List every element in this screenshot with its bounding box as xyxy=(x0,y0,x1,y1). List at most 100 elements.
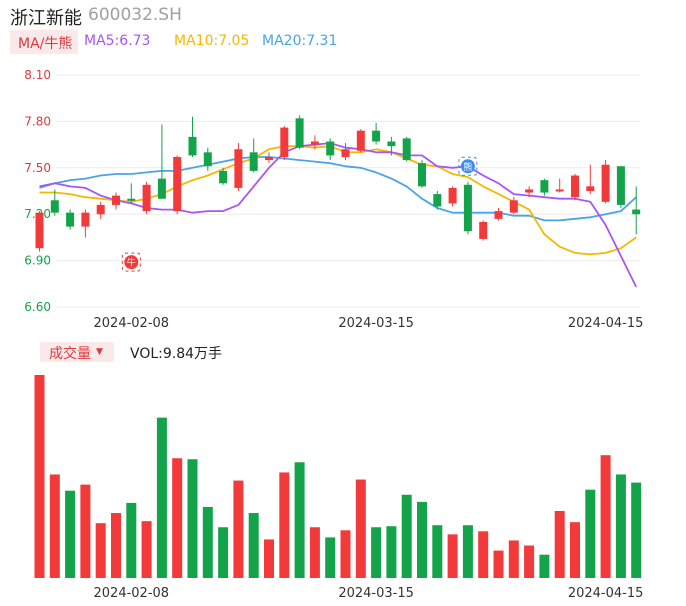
candle-body xyxy=(586,186,595,191)
volume-bar xyxy=(325,537,336,578)
volume-bar xyxy=(218,527,229,578)
volume-bar xyxy=(248,513,259,578)
volume-bar xyxy=(462,525,473,578)
x-tick-label: 2024-03-15 xyxy=(338,586,414,601)
ma5-legend: MA5:6.73 xyxy=(84,33,151,49)
candle-body xyxy=(127,198,136,201)
volume-x-axis: 2024-02-08 2024-03-15 2024-04-15 xyxy=(94,586,644,601)
candle-body xyxy=(234,149,243,188)
candle-body xyxy=(280,127,289,157)
candle-body xyxy=(157,178,166,199)
volume-bar xyxy=(202,506,213,578)
y-tick-label: 7.50 xyxy=(24,161,51,175)
candle-body xyxy=(249,152,258,171)
volume-bar xyxy=(478,531,489,578)
candle-body xyxy=(50,200,59,213)
candle-body xyxy=(632,209,641,215)
volume-bar xyxy=(539,554,550,578)
y-tick-label: 6.60 xyxy=(24,300,51,314)
volume-bar xyxy=(95,523,106,578)
volume-bar xyxy=(156,417,167,578)
ma20-line xyxy=(39,156,637,222)
marker-frame xyxy=(458,156,478,176)
candle-body xyxy=(356,130,365,151)
dropdown-arrow-icon: ▼ xyxy=(96,347,103,357)
price-grid xyxy=(56,74,640,308)
volume-bar xyxy=(417,501,427,578)
volume-bar xyxy=(585,489,596,578)
volume-bar xyxy=(493,550,504,578)
x-tick-label: 2024-04-15 xyxy=(568,316,644,331)
volume-readout: VOL:9.84万手 xyxy=(130,346,223,362)
candle-body xyxy=(463,184,472,232)
volume-bar xyxy=(554,511,565,578)
volume-bar xyxy=(233,480,244,578)
candle-body xyxy=(173,156,182,212)
candle-body xyxy=(112,195,120,205)
volume-bar xyxy=(187,459,198,578)
volume-bar xyxy=(111,513,121,578)
candle-body xyxy=(494,211,503,219)
y-tick-label: 6.90 xyxy=(24,254,51,268)
candle-body xyxy=(372,130,381,142)
volume-bar xyxy=(172,458,183,578)
candle-body xyxy=(310,141,319,145)
bull-bear-markers: 牛熊 xyxy=(121,156,478,272)
volume-bar xyxy=(600,455,611,578)
y-tick-label: 8.10 xyxy=(24,68,51,82)
volume-bar xyxy=(401,494,412,578)
marker-frame xyxy=(121,252,141,272)
price-y-axis: 8.107.807.507.206.906.60 xyxy=(24,68,51,314)
candle-body xyxy=(265,156,273,161)
candle-body xyxy=(203,152,212,167)
candle-body xyxy=(96,204,105,215)
volume-bar xyxy=(309,527,320,578)
ma10-legend: MA10:7.05 xyxy=(174,33,250,49)
candle-body xyxy=(326,141,335,156)
marker-dot xyxy=(124,255,139,270)
candle-body xyxy=(142,184,151,212)
candle-body xyxy=(219,170,228,184)
candle-body xyxy=(616,166,625,205)
volume-bar xyxy=(355,479,366,578)
x-tick-label: 2024-02-08 xyxy=(94,586,170,601)
candle-body xyxy=(341,149,350,157)
volume-bar xyxy=(34,375,45,578)
candlesticks xyxy=(35,115,641,252)
x-tick-label: 2024-02-08 xyxy=(94,316,170,331)
volume-bars xyxy=(34,375,642,578)
volume-bar xyxy=(279,472,290,578)
candle-body xyxy=(540,180,549,193)
volume-bar xyxy=(615,474,626,578)
candle-body xyxy=(35,212,44,249)
volume-bar xyxy=(65,490,76,578)
volume-bar xyxy=(49,474,60,578)
volume-bar xyxy=(264,539,274,578)
header: 浙江新能 600032.SH MA/牛熊 MA5:6.73 MA10:7.05 … xyxy=(0,0,686,60)
ma10-line xyxy=(39,145,637,256)
candle-body xyxy=(66,212,75,227)
y-tick-label: 7.80 xyxy=(24,114,51,128)
volume-bar xyxy=(386,526,397,578)
volume-bar xyxy=(141,521,152,578)
candle-body xyxy=(81,212,90,227)
moving-average-lines xyxy=(39,142,638,288)
x-tick-label: 2024-04-15 xyxy=(568,586,644,601)
marker-label: 熊 xyxy=(463,161,472,173)
volume-bar xyxy=(508,540,519,578)
marker-label: 牛 xyxy=(127,257,136,269)
candle-body xyxy=(555,189,564,192)
volume-bar xyxy=(80,484,91,578)
volume-indicator-selector[interactable]: 成交量 ▼ xyxy=(40,342,114,362)
marker-dot xyxy=(460,159,475,174)
x-tick-label: 2024-03-15 xyxy=(338,316,414,331)
price-x-axis: 2024-02-08 2024-03-15 2024-04-15 xyxy=(94,316,644,331)
volume-indicator-label: 成交量 xyxy=(49,346,91,362)
volume-bar xyxy=(340,530,351,578)
ma-indicator-selector[interactable]: MA/牛熊 xyxy=(10,30,78,54)
candle-body xyxy=(479,221,488,239)
candle-body xyxy=(448,187,457,204)
candle-body xyxy=(433,194,442,207)
volume-bar xyxy=(432,525,443,578)
